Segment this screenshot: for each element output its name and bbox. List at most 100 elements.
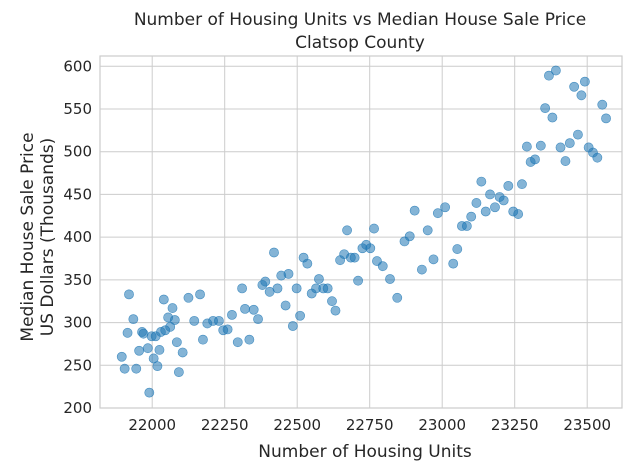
x-tick-label: 22000 xyxy=(128,416,176,434)
scatter-point xyxy=(601,113,611,124)
scatter-point xyxy=(122,327,133,338)
scatter-point xyxy=(503,180,514,191)
scatter-point xyxy=(167,303,178,313)
scatter-point xyxy=(349,252,360,263)
data-points xyxy=(116,65,611,398)
scatter-point xyxy=(154,345,165,355)
scatter-point xyxy=(283,268,294,279)
scatter-point xyxy=(452,244,463,254)
scatter-point xyxy=(248,304,259,315)
y-axis-label-units: US Dollars (Thousands) xyxy=(38,138,58,337)
scatter-point xyxy=(124,289,134,300)
scatter-point xyxy=(173,367,184,378)
scatter-point xyxy=(227,309,237,320)
scatter-point xyxy=(530,154,540,165)
scatter-point xyxy=(272,283,283,294)
y-tick-label: 500 xyxy=(63,143,92,161)
scatter-point xyxy=(544,70,554,81)
scatter-point xyxy=(597,99,608,110)
scatter-point xyxy=(428,254,439,265)
scatter-point xyxy=(222,324,233,335)
scatter-point xyxy=(369,223,379,234)
scatter-point xyxy=(573,129,583,140)
scatter-point xyxy=(244,334,255,345)
scatter-point xyxy=(409,205,420,216)
scatter-point xyxy=(119,363,130,374)
y-tick-label: 250 xyxy=(63,356,92,374)
scatter-point xyxy=(540,103,551,114)
y-tick-label: 600 xyxy=(63,57,92,75)
x-tick-label: 22500 xyxy=(273,416,321,434)
scatter-point xyxy=(144,387,155,398)
scatter-point xyxy=(322,283,333,294)
scatter-point xyxy=(564,138,575,149)
chart-title: Number of Housing Units vs Median House … xyxy=(134,10,586,30)
scatter-point xyxy=(513,209,524,219)
scatter-point xyxy=(171,337,182,348)
plot-frame xyxy=(99,55,623,409)
y-tick-label: 300 xyxy=(63,314,92,332)
y-tick-label: 350 xyxy=(63,271,92,289)
scatter-point xyxy=(165,321,176,332)
scatter-point xyxy=(314,274,324,284)
scatter-point xyxy=(476,176,487,187)
scatter-point xyxy=(569,81,580,92)
scatter-point xyxy=(327,296,337,307)
scatter-point xyxy=(158,294,169,305)
scatter-point xyxy=(213,315,224,326)
scatter-point xyxy=(498,195,509,206)
scatter-point xyxy=(416,264,427,275)
scatter-point xyxy=(404,231,415,242)
scatter-point xyxy=(466,211,477,222)
scatter-point xyxy=(330,305,341,316)
scatter-point xyxy=(547,112,558,123)
chart-subtitle: Clatsop County xyxy=(295,33,425,53)
x-tick-label: 23000 xyxy=(418,416,466,434)
x-tick-label: 22250 xyxy=(201,416,249,434)
scatter-point xyxy=(592,152,603,163)
scatter-point xyxy=(131,363,142,374)
y-tick-label: 450 xyxy=(63,185,92,203)
scatter-point xyxy=(237,283,247,294)
scatter-point xyxy=(342,225,352,236)
x-tick-label: 23500 xyxy=(563,416,611,434)
scatter-point xyxy=(485,189,495,200)
scatter-point xyxy=(555,142,566,153)
x-tick-label: 23250 xyxy=(491,416,539,434)
y-tick-label: 200 xyxy=(63,399,92,417)
scatter-point xyxy=(432,208,443,219)
scatter-point xyxy=(461,221,472,231)
scatter-point xyxy=(576,90,587,101)
scatter-point xyxy=(269,247,279,258)
scatter-point xyxy=(560,156,571,166)
scatter-point xyxy=(128,314,139,325)
scatter-point xyxy=(134,345,145,356)
scatter-point xyxy=(377,261,388,272)
x-tick-label: 22750 xyxy=(346,416,394,434)
scatter-point xyxy=(471,198,482,208)
y-axis-ticks: 200 250 300 350 400 450 500 550 600 xyxy=(63,57,92,417)
scatter-point xyxy=(579,76,590,87)
scatter-point xyxy=(232,337,243,348)
scatter-point xyxy=(177,347,188,358)
y-axis-label: Median House Sale Price xyxy=(18,132,38,341)
scatter-point xyxy=(490,202,500,213)
scatter-point xyxy=(169,315,180,325)
scatter-point xyxy=(291,283,302,294)
scatter-point xyxy=(517,179,527,190)
x-axis-ticks: 22000 22250 22500 22750 23000 23250 23500 xyxy=(128,416,611,434)
scatter-point xyxy=(440,202,450,213)
scatter-point xyxy=(183,292,194,303)
scatter-point xyxy=(195,289,205,300)
y-tick-label: 550 xyxy=(63,100,92,118)
y-tick-label: 400 xyxy=(63,228,92,246)
scatter-point xyxy=(550,65,561,76)
scatter-point xyxy=(302,258,313,269)
scatter-point xyxy=(422,225,433,236)
scatter-point xyxy=(152,361,163,372)
scatter-point xyxy=(260,276,271,287)
scatter-point xyxy=(295,310,305,321)
scatter-point xyxy=(535,140,546,151)
scatter-point xyxy=(280,300,291,311)
